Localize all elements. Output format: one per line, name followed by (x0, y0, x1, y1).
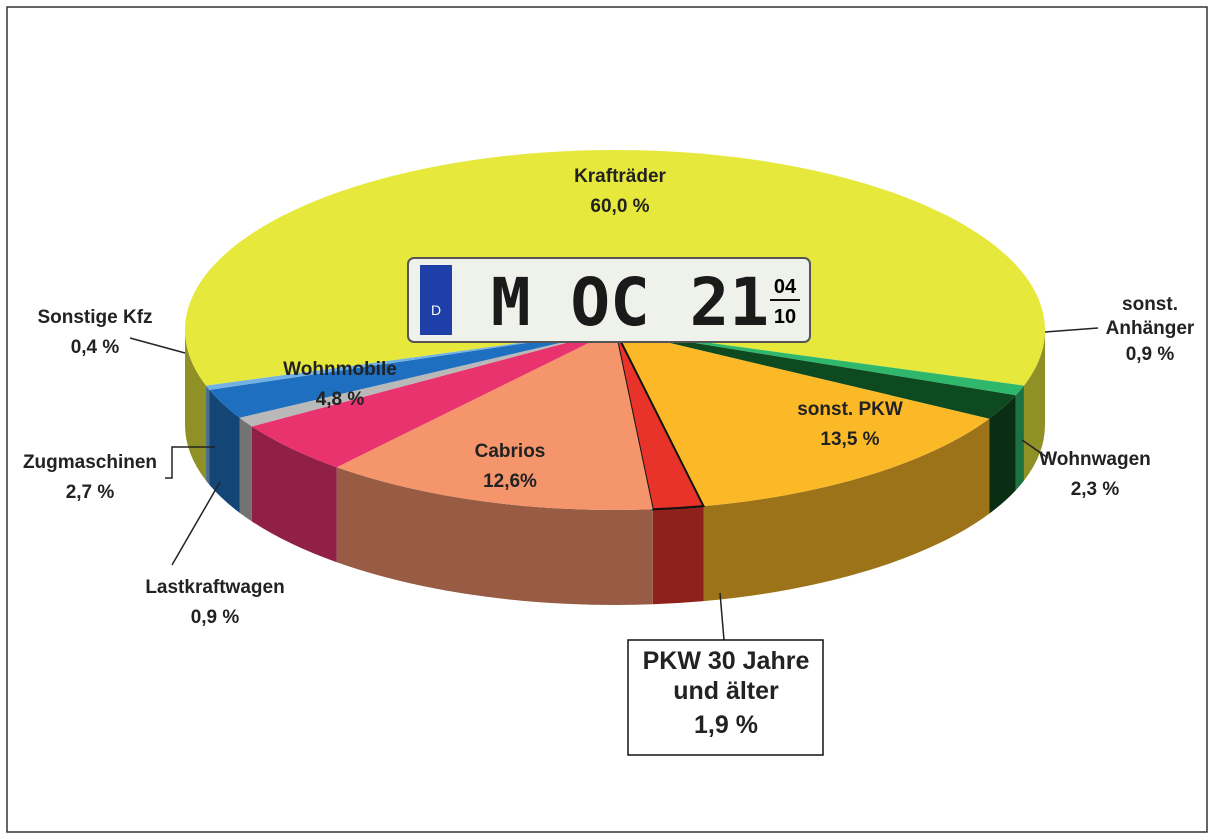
value-label: 0,4 % (0, 336, 195, 360)
category-label: Krafträder (510, 165, 730, 189)
category-label: Sonstige Kfz (0, 306, 195, 330)
slice-side (1016, 386, 1024, 491)
value-label: 2,3 % (995, 478, 1195, 502)
chart-canvas: D M OC 21 04 10 (0, 0, 1213, 839)
plate-year: 10 (774, 306, 796, 328)
license-plate: D M OC 21 04 10 (408, 258, 810, 342)
category-label: Zugmaschinen (0, 451, 190, 475)
category-label: PKW 30 Jahre und älter (631, 646, 821, 706)
value-label: 0,9 % (115, 606, 315, 630)
category-label: sonst. PKW (750, 398, 950, 422)
category-label: sonst. Anhänger (1105, 293, 1195, 341)
value-label: 0,9 % (1105, 343, 1195, 367)
value-label: 12,6% (410, 470, 610, 494)
plate-text: M OC 21 (491, 264, 769, 341)
value-label: 2,7 % (0, 481, 190, 505)
value-label: 60,0 % (510, 195, 730, 219)
slice-side (653, 506, 704, 604)
value-label: 13,5 % (750, 428, 950, 452)
slice-side (239, 418, 251, 522)
plate-country: D (431, 302, 441, 318)
plate-month: 04 (774, 276, 797, 298)
value-label: 1,9 % (631, 710, 821, 740)
slice-side (206, 386, 209, 485)
category-label: Cabrios (410, 440, 610, 464)
category-label: Wohnwagen (995, 448, 1195, 472)
category-label: Wohnmobile (240, 358, 440, 382)
plate-eu-strip (420, 265, 452, 335)
chart: D M OC 21 04 10 Krafträder 60,0 % sonst. A… (0, 0, 1213, 839)
value-label: 4,8 % (240, 388, 440, 412)
category-label: Lastkraftwagen (115, 576, 315, 600)
